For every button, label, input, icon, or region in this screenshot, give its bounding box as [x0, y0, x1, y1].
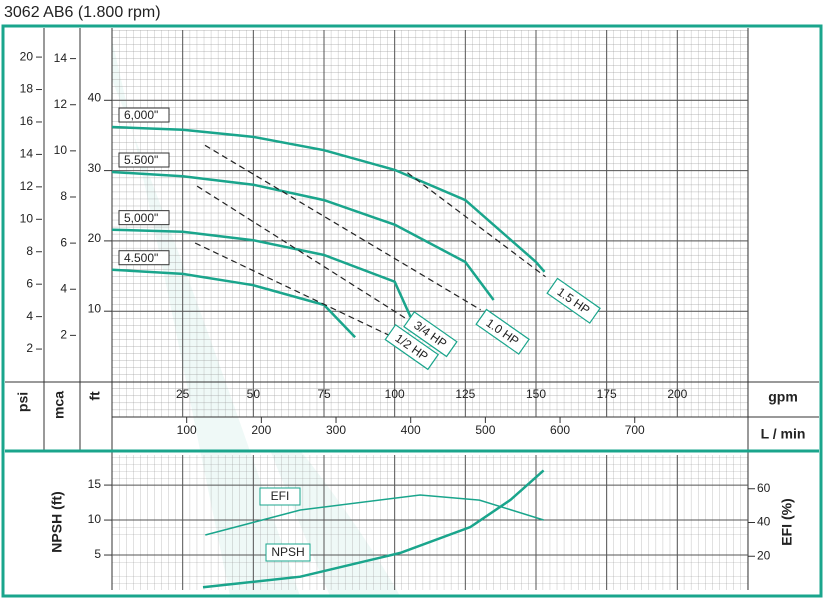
- y-tick-label: 12: [20, 179, 34, 193]
- x-tick-label: 700: [625, 423, 645, 437]
- power-label-box: [384, 323, 440, 371]
- curve: [111, 268, 357, 339]
- x-tick-label: 400: [401, 423, 421, 437]
- axis-title: psi: [15, 392, 31, 412]
- x-tick-label: 200: [251, 423, 271, 437]
- x-tick-label: 125: [455, 387, 475, 401]
- curve-label-box: [118, 152, 170, 168]
- legend-box: [265, 543, 311, 562]
- y-tick-label: 8: [26, 244, 33, 258]
- y-tick-label: 30: [88, 161, 102, 175]
- curve-label: 6,000": [124, 108, 158, 122]
- y-tick-label: 8: [60, 189, 67, 203]
- axis-title: gpm: [768, 389, 798, 405]
- y-tick-label: 14: [20, 147, 34, 161]
- x-tick-label: 50: [247, 387, 261, 401]
- curve: [111, 125, 546, 273]
- power-label-box: [475, 308, 530, 355]
- y-tick-label: 6: [26, 276, 33, 290]
- y-tick-label: 6: [60, 235, 67, 249]
- legend-label: NPSH: [271, 545, 304, 559]
- legend-label: EFI: [271, 489, 290, 503]
- curve-label: 5,000": [124, 211, 158, 225]
- y-tick-label: 18: [20, 82, 34, 96]
- y2-tick-label: 20: [757, 548, 771, 562]
- y-tick-label: 10: [88, 301, 102, 315]
- x-tick-label: 100: [385, 387, 405, 401]
- power-label-box: [403, 311, 458, 358]
- x-tick-label: 175: [597, 387, 617, 401]
- x-tick-label: 300: [326, 423, 346, 437]
- axis-title: L / min: [761, 426, 806, 442]
- curve: [111, 228, 412, 318]
- y-tick-label: 20: [88, 231, 102, 245]
- x-tick-label: 200: [667, 387, 687, 401]
- y-tick-label: 20: [20, 49, 34, 63]
- curve-label-box: [118, 250, 170, 266]
- y-tick-label: 2: [26, 341, 33, 355]
- x-tick-label: 75: [317, 387, 331, 401]
- curve: [111, 170, 495, 301]
- power-line: [194, 242, 389, 336]
- y-tick-label: 12: [54, 97, 68, 111]
- y2-tick-label: 60: [757, 481, 771, 495]
- axis-title: ft: [87, 391, 103, 401]
- legend-box: [259, 487, 301, 506]
- y-tick-label: 4: [60, 281, 67, 295]
- y-tick-label: 40: [88, 90, 102, 104]
- axis-title: EFI (%): [779, 498, 795, 545]
- power-label: 3/4 HP: [403, 311, 458, 358]
- x-tick-label: 25: [176, 387, 190, 401]
- y-tick-label: 14: [54, 51, 68, 65]
- power-line: [196, 185, 406, 319]
- curve-label: 5.500": [124, 153, 158, 167]
- y-tick-label: 16: [20, 114, 34, 128]
- y-tick-label: 10: [54, 143, 68, 157]
- curve: [202, 469, 545, 589]
- y-tick-label: 4: [26, 309, 33, 323]
- x-tick-label: 500: [475, 423, 495, 437]
- power-line: [407, 172, 546, 278]
- curve-label-box: [118, 210, 170, 226]
- axis-title: mca: [51, 391, 67, 419]
- y-tick-label: 2: [60, 328, 67, 342]
- power-line: [204, 144, 481, 311]
- axis-title: NPSH (ft): [49, 491, 65, 552]
- y-tick-label: 10: [20, 211, 34, 225]
- grid-minor: [112, 455, 748, 590]
- y-tick-label: 15: [88, 477, 102, 491]
- x-tick-label: 600: [550, 423, 570, 437]
- curve-label-box: [118, 107, 170, 123]
- curve-label: 4.500": [124, 251, 158, 265]
- y-tick-label: 10: [88, 512, 102, 526]
- x-tick-label: 150: [526, 387, 546, 401]
- y-tick-label: 5: [94, 547, 101, 561]
- power-label-box: [546, 277, 601, 324]
- y2-tick-label: 40: [757, 515, 771, 529]
- chart-title: 3062 AB6 (1.800 rpm): [4, 4, 161, 21]
- x-tick-label: 100: [177, 423, 197, 437]
